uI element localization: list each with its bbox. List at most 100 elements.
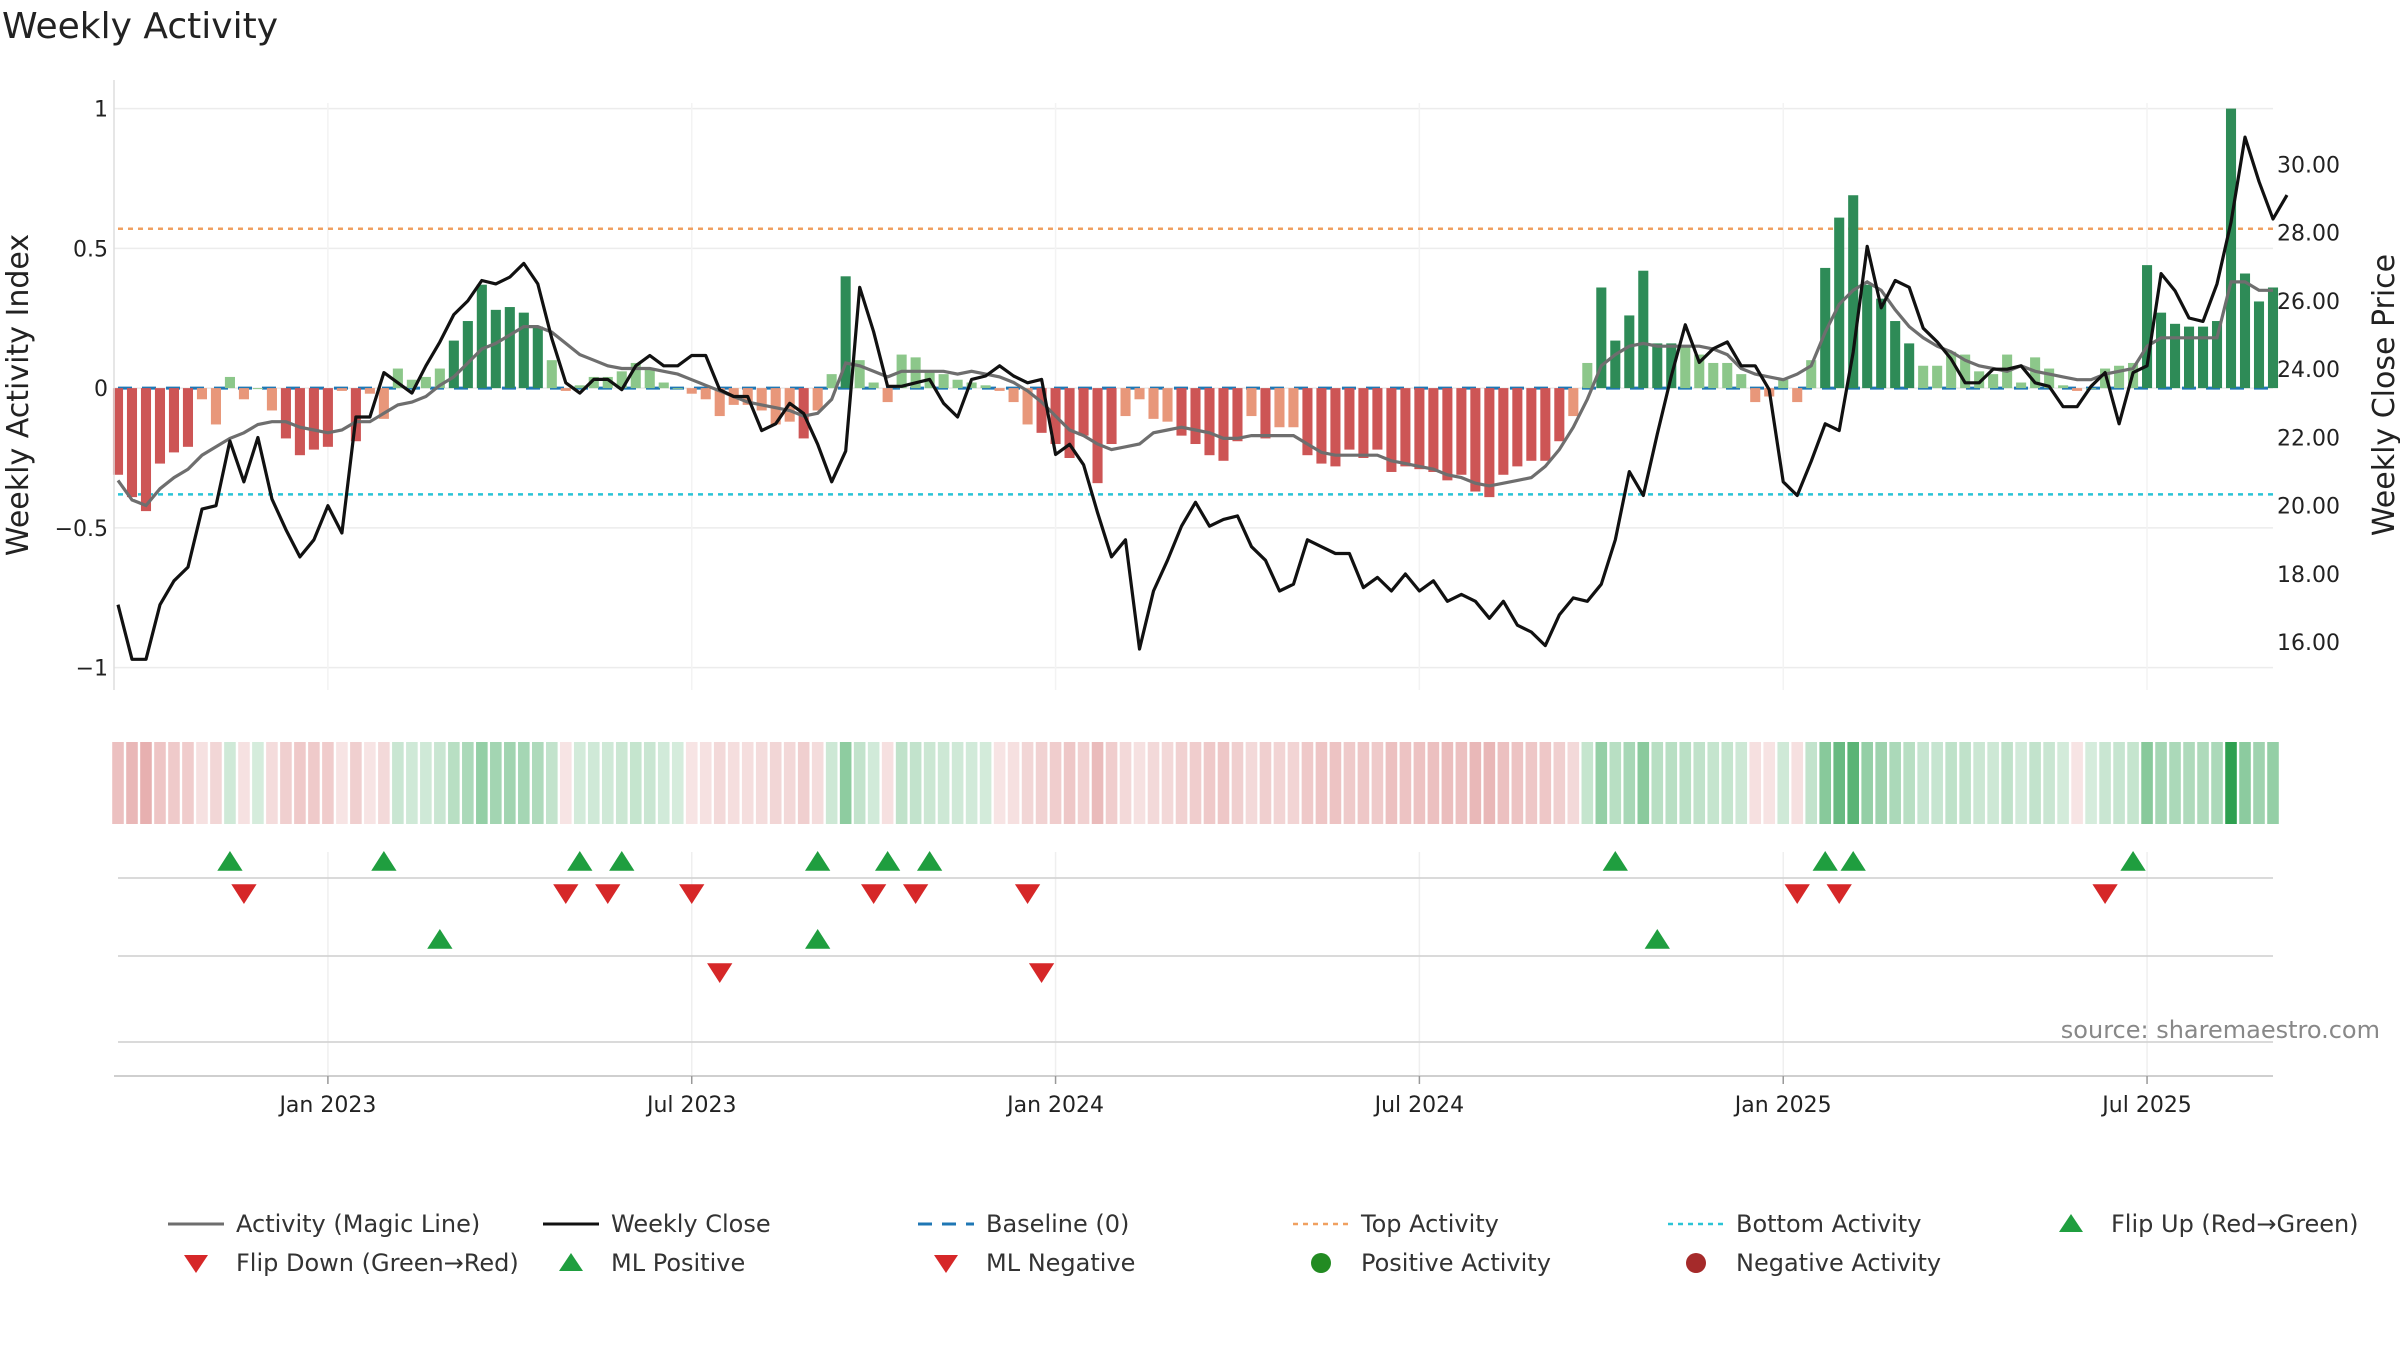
source-note: source: sharemaestro.com — [2061, 1016, 2380, 1044]
activity-bar — [1288, 388, 1299, 428]
heat-cell — [1161, 742, 1174, 824]
heat-cell — [685, 742, 698, 824]
activity-bar — [1736, 374, 1747, 389]
activity-bar — [1106, 388, 1117, 445]
activity-bar — [1386, 388, 1397, 472]
heat-cell — [2267, 742, 2279, 824]
y-left-tick-label: −0.5 — [55, 517, 108, 542]
activity-bar — [2142, 265, 2153, 389]
heat-cell — [657, 742, 670, 824]
heat-cell — [1889, 742, 1901, 824]
heat-cell — [378, 742, 390, 824]
activity-bar — [1932, 365, 1943, 389]
y-left-tick-label: 0.5 — [73, 237, 108, 262]
heat-cell — [238, 742, 250, 824]
heat-cell — [1287, 742, 1300, 824]
activity-bar — [1568, 388, 1579, 417]
legend-key — [1686, 1253, 1706, 1273]
heat-cell — [252, 742, 264, 824]
flip-down-marker — [231, 884, 257, 904]
heat-cell — [825, 742, 838, 824]
ml-positive-marker — [1644, 929, 1670, 949]
heat-cell — [1959, 742, 1971, 824]
legend-label: ML Negative — [986, 1249, 1135, 1277]
heat-cell — [1553, 742, 1566, 824]
heat-cell — [587, 742, 600, 824]
heat-cell — [2127, 742, 2139, 824]
heat-cell — [1035, 742, 1048, 824]
heat-cell — [1189, 742, 1202, 824]
activity-bar — [1680, 346, 1691, 389]
heat-cell — [1847, 742, 1859, 824]
activity-bar — [210, 388, 221, 425]
activity-bar — [1820, 267, 1831, 389]
heat-cell — [965, 742, 978, 824]
heat-cell — [1973, 742, 1985, 824]
heat-cell — [881, 742, 894, 824]
heat-cell — [2141, 742, 2153, 824]
heat-cell — [1203, 742, 1216, 824]
activity-bar — [1596, 287, 1607, 389]
heat-cell — [168, 742, 180, 824]
heat-cell — [839, 742, 852, 824]
activity-bar — [1092, 388, 1103, 484]
heat-cell — [196, 742, 208, 824]
heat-cell — [210, 742, 222, 824]
legend-label: Flip Up (Red→Green) — [2111, 1210, 2359, 1238]
activity-bar — [1162, 388, 1173, 422]
activity-bar — [1078, 388, 1089, 436]
legend-key — [2059, 1214, 2083, 1232]
activity-bar — [266, 388, 277, 411]
heat-cell — [420, 742, 432, 824]
activity-bar — [1750, 388, 1761, 403]
activity-bar — [1526, 388, 1537, 461]
legend-key — [1311, 1253, 1331, 1273]
heat-cell — [1679, 742, 1692, 824]
chart-title: Weekly Activity — [2, 6, 279, 47]
y-left-tick-label: −1 — [76, 657, 108, 682]
y-right-tick-label: 18.00 — [2277, 563, 2340, 588]
activity-bar — [1204, 388, 1215, 456]
legend-label: Positive Activity — [1361, 1249, 1551, 1277]
heat-cell — [1791, 742, 1804, 824]
activity-bar — [126, 388, 138, 498]
activity-bar — [224, 376, 235, 389]
heat-cell — [1469, 742, 1482, 824]
flip-down-marker — [1784, 884, 1810, 904]
heat-cell — [1931, 742, 1943, 824]
heat-cell — [1441, 742, 1454, 824]
grid-layer — [114, 103, 2273, 1075]
x-tick-label: Jul 2025 — [2100, 1093, 2192, 1118]
activity-bar — [406, 379, 417, 389]
activity-bar — [1792, 388, 1803, 403]
activity-bar — [1652, 343, 1663, 389]
heat-cell — [1525, 742, 1538, 824]
activity-bar — [490, 309, 501, 389]
heat-cell — [2099, 742, 2111, 824]
heat-cell — [1077, 742, 1090, 824]
activity-bar — [1428, 388, 1439, 472]
activity-bar — [560, 388, 571, 391]
heat-cell — [546, 742, 558, 824]
x-tick-label: Jan 2023 — [277, 1093, 376, 1118]
heat-cell — [797, 742, 810, 824]
heat-cell — [1217, 742, 1230, 824]
activity-bar — [2016, 382, 2027, 389]
heat-cell — [1805, 742, 1818, 824]
heat-cell — [1707, 742, 1720, 824]
activity-bar — [2225, 108, 2237, 389]
heat-cell — [1749, 742, 1762, 824]
heat-cell — [671, 742, 684, 824]
flip-down-marker — [553, 884, 579, 904]
heat-cell — [1273, 742, 1286, 824]
activity-bar — [308, 388, 319, 450]
activity-bar — [350, 388, 361, 442]
activity-bar — [322, 388, 333, 447]
series-lines — [116, 135, 2289, 661]
heat-cell — [559, 742, 572, 824]
flip-up-marker — [805, 851, 831, 871]
activity-bar — [826, 374, 837, 389]
y-right-tick-label: 28.00 — [2277, 222, 2340, 247]
activity-bar — [1190, 388, 1201, 445]
